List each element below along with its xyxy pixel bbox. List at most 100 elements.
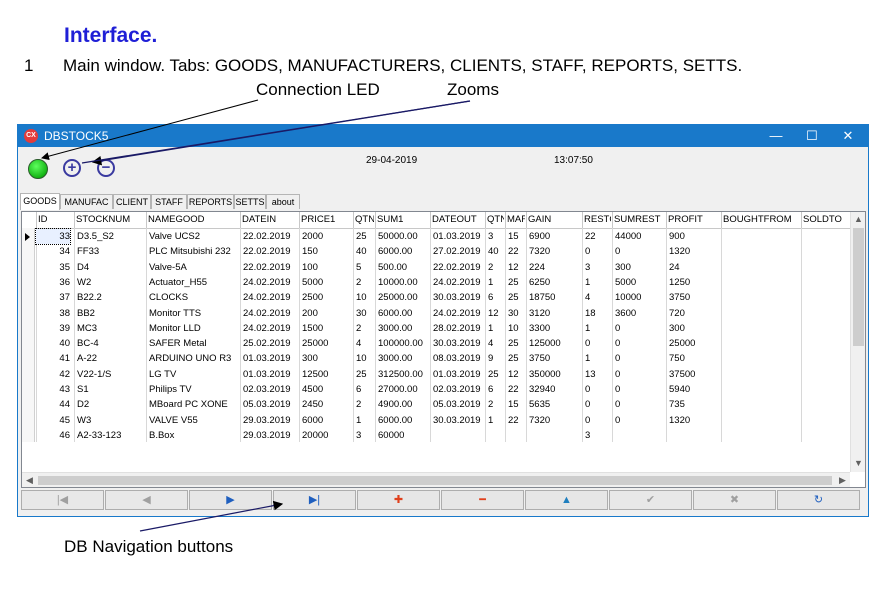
column-header[interactable]: PROFIT — [668, 214, 703, 225]
table-cell[interactable]: 44 — [59, 399, 70, 411]
table-cell[interactable]: 5635 — [529, 399, 551, 411]
table-cell[interactable]: Monitor LLD — [149, 322, 201, 334]
table-cell[interactable]: 100 — [302, 261, 318, 273]
table-cell[interactable]: 300 — [615, 261, 631, 273]
column-separator[interactable] — [299, 212, 300, 228]
column-separator[interactable] — [430, 212, 431, 228]
table-cell[interactable]: 0 — [585, 338, 591, 350]
nav-edit-button[interactable]: ▲ — [525, 490, 608, 510]
table-cell[interactable]: 10 — [508, 322, 519, 334]
table-cell[interactable] — [433, 428, 484, 443]
column-separator[interactable] — [146, 212, 147, 228]
table-cell[interactable]: 4900.00 — [378, 399, 413, 411]
table-cell[interactable]: 15 — [508, 399, 519, 411]
table-cell[interactable]: 29.03.2019 — [243, 414, 291, 426]
table-cell[interactable]: 34 — [59, 246, 70, 258]
table-cell[interactable]: 13 — [585, 368, 596, 380]
table-cell[interactable]: 7320 — [529, 414, 551, 426]
scroll-left-icon[interactable]: ◀ — [26, 475, 33, 485]
table-cell[interactable]: 05.03.2019 — [243, 399, 291, 411]
table-cell[interactable]: 3000.00 — [378, 322, 413, 334]
table-cell[interactable]: Philips TV — [149, 384, 192, 395]
column-separator[interactable] — [485, 212, 486, 228]
table-cell[interactable]: V22-1/S — [77, 368, 112, 380]
table-row[interactable]: 36 W2 Actuator_H55 24.02.2019 5000 2 10000.00 2… — [22, 275, 850, 290]
table-cell[interactable]: 2500 — [302, 292, 324, 304]
table-cell[interactable]: 1 — [356, 414, 362, 426]
table-row[interactable]: 42 V22-1/S LG TV 01.03.2019 12500 25 312500.00… — [22, 367, 850, 382]
table-cell[interactable]: 10000 — [615, 292, 642, 304]
table-cell[interactable]: 32940 — [529, 384, 556, 395]
table-cell[interactable]: 24.02.2019 — [433, 276, 481, 288]
table-row[interactable]: 34 FF33 PLC Mitsubishi 232 22.02.2019 150 40 6… — [22, 244, 850, 259]
table-cell[interactable]: 1 — [585, 276, 591, 288]
vertical-scroll-thumb[interactable] — [853, 228, 864, 346]
nav-prior-button[interactable]: ◀ — [105, 490, 188, 510]
table-cell[interactable] — [529, 428, 581, 443]
column-header[interactable]: PRICE1 — [301, 214, 336, 225]
table-cell[interactable]: 0 — [615, 322, 621, 334]
column-separator[interactable] — [375, 212, 376, 228]
table-cell[interactable]: 1250 — [669, 276, 691, 288]
table-cell[interactable]: 10000.00 — [378, 276, 418, 288]
table-cell[interactable]: 3750 — [529, 353, 551, 365]
table-cell[interactable]: 1 — [585, 353, 591, 365]
table-cell[interactable]: 224 — [529, 261, 545, 273]
column-header[interactable]: GAIN — [528, 214, 552, 225]
table-cell[interactable]: 36 — [59, 276, 70, 288]
table-row[interactable]: 45 W3 VALVE V55 29.03.2019 6000 1 6000.00 30.03… — [22, 413, 850, 428]
table-cell[interactable]: 01.03.2019 — [243, 353, 291, 365]
table-cell[interactable]: 5000 — [615, 276, 637, 288]
table-cell[interactable]: 12 — [508, 368, 519, 380]
horizontal-scrollbar[interactable]: ◀ ▶ — [22, 472, 850, 487]
table-row[interactable]: 39 MC3 Monitor LLD 24.02.2019 1500 2 3000.00 28… — [22, 321, 850, 336]
table-cell[interactable]: 3 — [488, 231, 494, 242]
table-cell[interactable]: 39 — [59, 322, 70, 334]
table-row[interactable]: 43 S1 Philips TV 02.03.2019 4500 6 27000.00 02.… — [22, 382, 850, 397]
table-cell[interactable]: 3750 — [669, 292, 691, 304]
column-separator[interactable] — [526, 212, 527, 228]
table-cell[interactable]: 12 — [508, 261, 519, 273]
column-separator[interactable] — [240, 212, 241, 228]
table-cell[interactable]: 0 — [585, 384, 591, 395]
minimize-button[interactable]: — — [769, 128, 783, 143]
table-row[interactable]: 46 A2-33-123 B.Box 29.03.2019 20000 3 60000 3 — [22, 428, 850, 443]
table-row[interactable]: 41 A-22 ARDUINO UNO R3 01.03.2019 300 10 3000.… — [22, 351, 850, 366]
table-cell[interactable]: 44000 — [615, 231, 642, 242]
nav-refresh-button[interactable]: ↻ — [777, 490, 860, 510]
table-cell[interactable]: 3 — [585, 261, 591, 273]
nav-delete-button[interactable]: ━ — [441, 490, 524, 510]
table-cell[interactable]: Valve UCS2 — [149, 231, 201, 242]
table-cell[interactable]: 30.03.2019 — [433, 414, 481, 426]
table-cell[interactable]: 27.02.2019 — [433, 246, 481, 258]
table-cell[interactable]: 0 — [615, 353, 621, 365]
scroll-up-icon[interactable]: ▲ — [854, 214, 863, 224]
table-cell[interactable]: 4 — [585, 292, 591, 304]
table-cell[interactable]: 01.03.2019 — [433, 368, 481, 380]
table-cell[interactable]: 200 — [302, 307, 318, 319]
table-cell[interactable]: 2450 — [302, 399, 324, 411]
tab-goods[interactable]: GOODS — [20, 193, 60, 210]
table-cell[interactable]: 27000.00 — [378, 384, 418, 395]
table-cell[interactable]: W2 — [77, 276, 92, 288]
column-header[interactable]: MAR — [507, 214, 525, 225]
table-cell[interactable]: 20000 — [302, 429, 329, 441]
column-header[interactable]: STOCKNUM — [76, 214, 131, 225]
zoom-in-icon[interactable]: + — [63, 159, 81, 177]
table-cell[interactable]: 1500 — [302, 322, 324, 334]
table-cell[interactable]: VALVE V55 — [149, 414, 198, 426]
table-cell[interactable]: 40 — [488, 246, 499, 258]
nav-cancel-button[interactable]: ✖ — [693, 490, 776, 510]
table-cell[interactable]: 4500 — [302, 384, 324, 395]
column-header[interactable]: BOUGHTFROM — [723, 214, 792, 225]
table-cell[interactable]: A2-33-123 — [77, 429, 122, 441]
table-cell[interactable]: 6 — [356, 384, 362, 395]
table-cell[interactable]: 25 — [508, 292, 519, 304]
table-cell[interactable]: 37500 — [669, 368, 696, 380]
column-separator[interactable] — [721, 212, 722, 228]
nav-post-button[interactable]: ✔ — [609, 490, 692, 510]
table-cell[interactable]: 6000.00 — [378, 246, 413, 258]
table-cell[interactable]: 125000 — [529, 338, 561, 350]
table-cell[interactable]: 22.02.2019 — [433, 261, 481, 273]
column-header[interactable]: SOLDTO — [803, 214, 842, 225]
